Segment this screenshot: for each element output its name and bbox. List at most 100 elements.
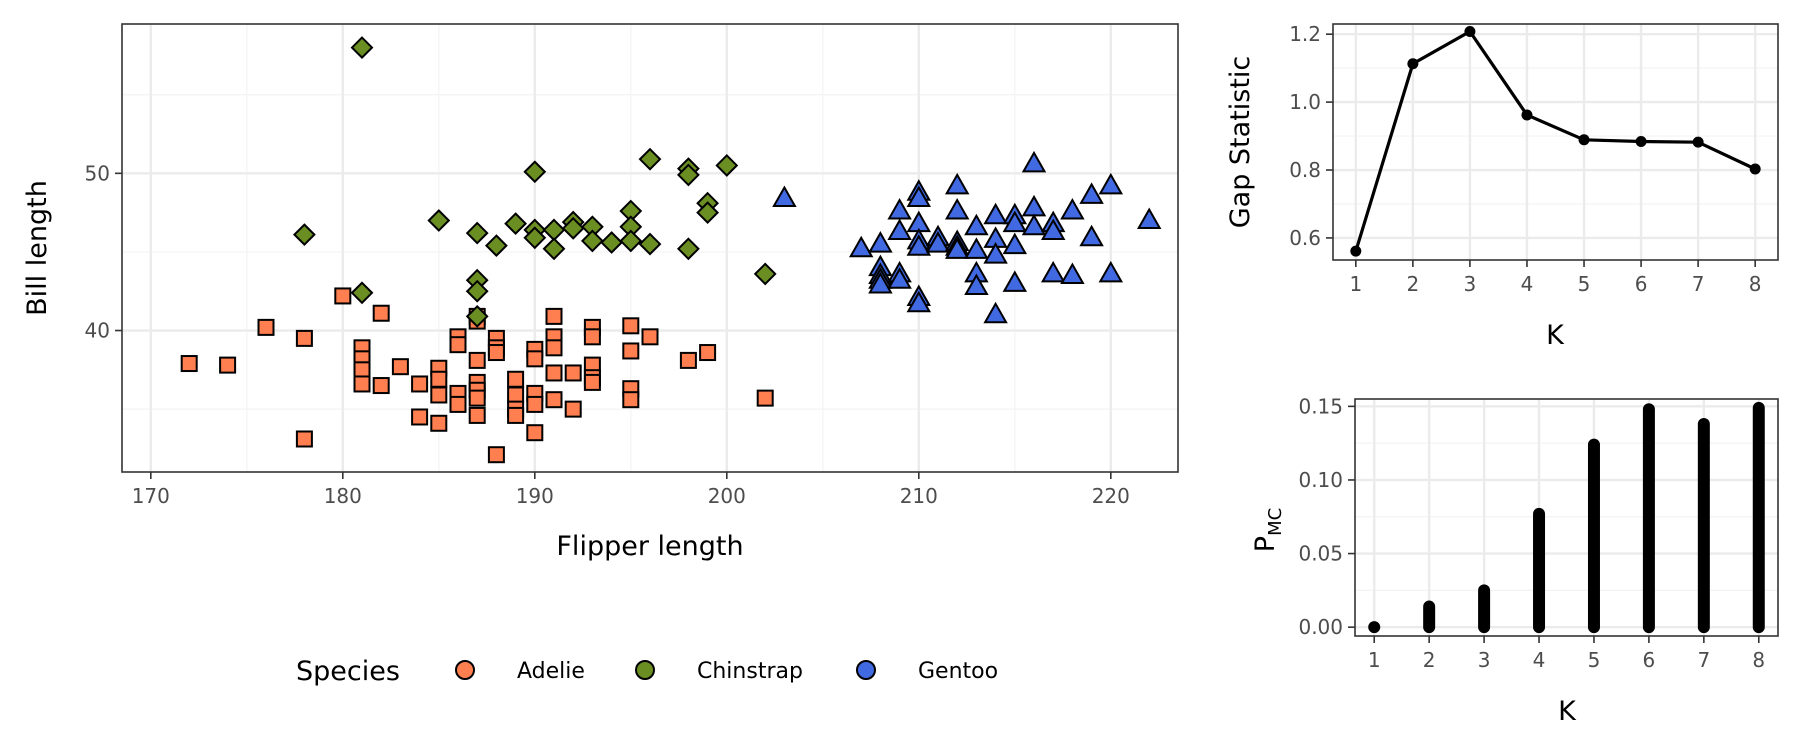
point-gentoo	[1002, 232, 1028, 255]
gap-x-tick-label: 2	[1407, 272, 1420, 296]
point-adelie	[564, 400, 582, 418]
point-gentoo	[1040, 218, 1066, 240]
point-gentoo	[1021, 213, 1047, 236]
gap-point	[1749, 163, 1761, 175]
point-chinstrap	[542, 218, 566, 242]
point-adelie	[391, 358, 409, 376]
point-chinstrap	[523, 226, 547, 250]
gap-y-tick-label: 0.6	[1289, 226, 1321, 250]
pmc-y-axis-title-sub: MC	[1265, 508, 1286, 536]
point-adelie	[545, 391, 563, 409]
pmc-y-tick-label: 0.00	[1298, 615, 1343, 639]
point-adelie	[622, 342, 640, 360]
point-adelie	[583, 373, 601, 391]
pmc-marks	[1368, 401, 1765, 634]
point-chinstrap	[465, 221, 489, 245]
pmc-x-tick-label: 8	[1752, 648, 1765, 672]
gap-marks	[1350, 25, 1761, 257]
pmc-x-tick-label: 1	[1368, 648, 1381, 672]
gap-x-axis-title: K	[1546, 320, 1565, 351]
pmc-frame	[1354, 398, 1779, 637]
point-adelie	[449, 395, 467, 413]
scatter-ticks: 170 180 190 200 210 220 40 50	[85, 161, 1130, 508]
pmc-panel: 1 2 3 4 5 6 7 8 0.00 0.05 0.10 0.15 K PMC	[1250, 394, 1779, 727]
point-adelie	[468, 389, 486, 407]
point-chinstrap	[561, 216, 585, 240]
point-chinstrap	[484, 234, 508, 258]
gap-x-tick-label: 8	[1749, 272, 1762, 296]
point-adelie	[295, 430, 313, 448]
point-gentoo	[868, 231, 893, 253]
gap-line	[1354, 29, 1756, 252]
point-gentoo	[1021, 150, 1047, 173]
pmc-x-tick-label: 4	[1533, 648, 1546, 672]
pmc-x-tick-label: 2	[1423, 648, 1436, 672]
point-adelie	[545, 339, 563, 357]
point-adelie	[372, 304, 390, 322]
point-gentoo	[925, 231, 951, 253]
point-gentoo	[964, 273, 989, 296]
point-adelie	[295, 329, 313, 347]
gap-y-tick-label: 1.0	[1289, 90, 1321, 114]
point-gentoo	[906, 185, 932, 207]
point-gentoo	[1002, 270, 1028, 292]
point-adelie	[526, 350, 544, 368]
point-adelie	[507, 406, 525, 424]
point-adelie	[699, 344, 717, 362]
gap-y-tick-label: 0.8	[1289, 158, 1321, 182]
point-chinstrap	[715, 154, 739, 177]
point-adelie	[487, 344, 505, 362]
pmc-y-tick-label: 0.05	[1298, 542, 1343, 566]
point-gentoo	[887, 198, 912, 220]
point-adelie	[487, 446, 505, 464]
point-gentoo	[1021, 194, 1047, 217]
point-gentoo	[868, 271, 893, 294]
pmc-y-axis-title-group: PMC	[1250, 508, 1286, 552]
point-gentoo	[1060, 262, 1085, 285]
point-adelie	[641, 328, 659, 346]
point-chinstrap	[427, 209, 451, 232]
point-gentoo	[983, 202, 1008, 225]
scatter-y-axis-title: Bill length	[22, 180, 53, 316]
point-chinstrap	[542, 237, 566, 261]
point-chinstrap	[638, 147, 662, 171]
gap-x-tick-label: 3	[1464, 272, 1477, 296]
scatter-y-tick-label: 40	[85, 319, 110, 343]
point-adelie	[180, 355, 198, 373]
point-adelie	[257, 318, 275, 336]
point-adelie	[411, 375, 429, 393]
point-adelie	[507, 386, 525, 404]
pmc-ticks: 1 2 3 4 5 6 7 8 0.00 0.05 0.10 0.15	[1298, 394, 1765, 672]
point-adelie	[468, 406, 486, 424]
pmc-y-tick-label: 0.10	[1298, 468, 1343, 492]
point-gentoo	[1040, 260, 1066, 283]
gap-x-tick-label: 7	[1692, 272, 1705, 296]
gap-y-axis-title: Gap Statistic	[1225, 56, 1256, 229]
gap-point	[1407, 58, 1419, 70]
legend: Species Adelie Chinstrap Gentoo	[296, 656, 998, 687]
point-adelie	[334, 287, 352, 305]
point-adelie	[756, 389, 774, 407]
gap-point	[1464, 25, 1476, 37]
point-gentoo	[983, 242, 1008, 264]
point-gentoo	[944, 198, 970, 220]
point-gentoo	[887, 218, 912, 240]
gap-x-tick-label: 6	[1635, 272, 1648, 296]
point-adelie	[372, 377, 390, 395]
point-adelie	[507, 370, 525, 388]
pmc-x-axis-title: K	[1558, 696, 1577, 727]
point-gentoo	[983, 301, 1008, 324]
gap-point	[1350, 245, 1362, 257]
point-chinstrap	[619, 229, 643, 253]
pmc-y-axis-title: PMC	[1250, 508, 1286, 552]
gap-x-tick-label: 1	[1349, 272, 1362, 296]
point-adelie	[353, 361, 371, 379]
point-adelie	[353, 375, 371, 393]
scatter-x-tick-label: 200	[708, 484, 746, 508]
gap-x-tick-label: 5	[1578, 272, 1591, 296]
point-gentoo	[944, 237, 970, 259]
pmc-x-tick-label: 5	[1588, 648, 1601, 672]
legend-label-gentoo: Gentoo	[918, 659, 998, 684]
pmc-x-tick-label: 6	[1643, 648, 1656, 672]
